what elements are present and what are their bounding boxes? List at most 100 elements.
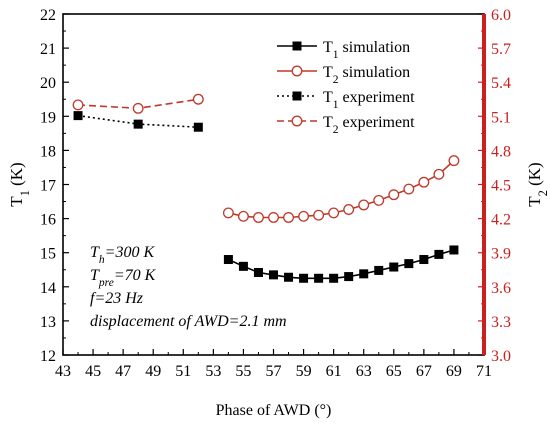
data-point xyxy=(419,255,429,265)
annotation-text: f=23 Hz xyxy=(90,290,144,307)
y-right-tick-label: 4.2 xyxy=(491,212,511,229)
x-tick-label: 57 xyxy=(266,363,282,380)
data-point xyxy=(222,207,234,219)
x-tick-label: 59 xyxy=(296,363,312,380)
legend-entry: T1 simulation xyxy=(277,39,410,61)
data-point xyxy=(238,261,248,271)
x-tick-label: 43 xyxy=(55,363,71,380)
data-point xyxy=(253,267,263,277)
data-point xyxy=(343,204,355,215)
legend-entry: T1 experiment xyxy=(277,89,415,111)
x-tick-label: 45 xyxy=(85,363,101,380)
y-left-axis-label: T1 (K) xyxy=(7,162,32,206)
legend-label: T2 experiment xyxy=(323,114,415,136)
series-1 xyxy=(222,155,460,223)
data-point xyxy=(358,199,370,211)
data-point xyxy=(284,272,294,282)
y-right-tick-label: 3.0 xyxy=(491,348,511,365)
x-tick-label: 63 xyxy=(356,363,372,380)
y-left-tick-label: 14 xyxy=(40,280,56,297)
data-point xyxy=(223,255,233,265)
legend-marker xyxy=(291,115,303,127)
data-point xyxy=(434,249,444,259)
x-tick-label: 69 xyxy=(446,363,462,380)
data-point xyxy=(237,210,249,222)
data-point xyxy=(389,262,399,272)
y-left-tick-label: 15 xyxy=(40,246,56,263)
data-point xyxy=(329,273,339,283)
y-right-tick-label: 3.9 xyxy=(491,246,511,263)
data-point xyxy=(192,93,204,105)
x-tick-label: 53 xyxy=(205,363,221,380)
y-left-tick-label: 17 xyxy=(40,178,56,195)
data-point xyxy=(404,259,414,269)
legend-entry: T2 simulation xyxy=(277,64,410,86)
data-point xyxy=(72,99,84,111)
y-right-tick-label: 5.4 xyxy=(491,75,511,92)
x-tick-label: 61 xyxy=(326,363,342,380)
data-point xyxy=(253,212,264,223)
series-2 xyxy=(73,111,203,132)
y-left-tick-label: 20 xyxy=(40,75,56,92)
x-tick-label: 51 xyxy=(175,363,191,380)
x-tick-label: 65 xyxy=(386,363,402,380)
data-point xyxy=(359,269,369,279)
y-left-tick-label: 16 xyxy=(40,212,56,229)
y-left-tick-label: 19 xyxy=(40,109,56,126)
data-point xyxy=(373,194,385,206)
data-point xyxy=(299,273,309,283)
data-point xyxy=(133,119,143,129)
series-3 xyxy=(72,93,204,114)
legend: T1 simulation T2 simulation T1 experiment T… xyxy=(277,39,415,136)
data-point xyxy=(418,176,430,188)
y-right-tick-label: 5.7 xyxy=(491,41,511,58)
data-point xyxy=(314,273,324,283)
legend-label: T1 experiment xyxy=(323,89,415,111)
y-right-tick-label: 4.8 xyxy=(491,143,511,160)
data-point xyxy=(193,122,203,132)
annotation-text: Th=300 K xyxy=(90,244,155,266)
series-0 xyxy=(223,245,459,283)
x-tick-label: 47 xyxy=(115,363,131,380)
y-left-tick-label: 13 xyxy=(40,314,56,331)
y-left-tick-label: 21 xyxy=(40,41,56,58)
legend-entry: T2 experiment xyxy=(277,114,415,136)
data-point xyxy=(268,212,279,223)
y-left-tick-label: 22 xyxy=(40,7,56,24)
data-point xyxy=(283,212,294,223)
series-line xyxy=(228,249,455,280)
series-layer xyxy=(72,93,460,283)
series-line xyxy=(228,160,455,219)
annotation-text: displacement of AWD=2.1 mm xyxy=(90,313,287,330)
data-point xyxy=(344,272,354,282)
y-left-tick-label: 18 xyxy=(40,143,56,160)
data-point xyxy=(269,270,278,280)
data-point xyxy=(388,189,400,201)
y-right-tick-label: 3.6 xyxy=(491,280,511,297)
data-point xyxy=(73,111,83,121)
legend-marker xyxy=(291,65,303,77)
x-tick-label: 67 xyxy=(416,363,432,380)
data-point xyxy=(132,102,144,114)
y-right-tick-label: 4.5 xyxy=(491,178,511,195)
data-point xyxy=(328,207,340,219)
y-right-axis-label: T2 (K) xyxy=(525,162,550,206)
data-point xyxy=(374,265,384,275)
data-point xyxy=(298,210,310,222)
x-tick-label: 49 xyxy=(145,363,161,380)
annotation-text: Tpre=70 K xyxy=(90,267,157,289)
data-point xyxy=(448,155,460,167)
x-tick-label: 55 xyxy=(235,363,251,380)
x-tick-label: 71 xyxy=(476,363,492,380)
data-point xyxy=(449,245,459,255)
y-right-tick-label: 5.1 xyxy=(491,109,511,126)
labels-layer: Phase of AWD (°) T1 (K) T2 (K) xyxy=(7,162,550,419)
data-point xyxy=(403,183,415,195)
legend-label: T2 simulation xyxy=(323,64,410,86)
y-right-tick-label: 6.0 xyxy=(491,7,511,24)
data-point xyxy=(313,209,325,221)
legend-marker xyxy=(292,41,302,51)
x-axis-label: Phase of AWD (°) xyxy=(216,402,332,419)
